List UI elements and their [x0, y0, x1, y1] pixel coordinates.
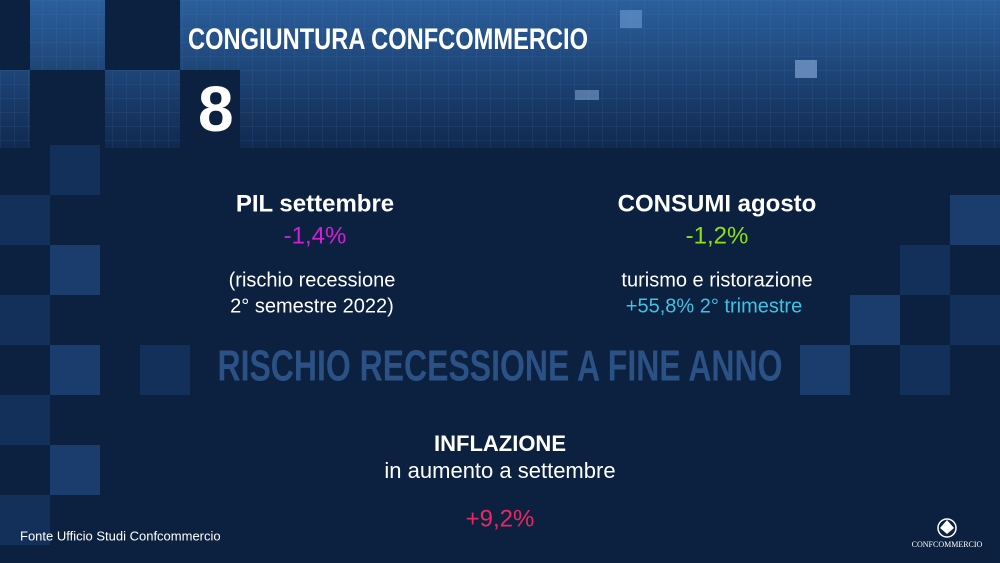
consumi-label: CONSUMI agosto [618, 190, 817, 217]
pil-value: -1,4% [284, 222, 347, 249]
decor-squares [0, 145, 1000, 545]
pil-note: 2° semestre 2022) [230, 295, 394, 317]
header-title: CONGIUNTURA CONFCOMMERCIO [188, 23, 588, 56]
logo: CONFCOMMERCIO [912, 518, 983, 549]
inflazione-label: INFLAZIONE [434, 431, 566, 456]
consumi-note: turismo e ristorazione [621, 269, 812, 291]
headline: RISCHIO RECESSIONE A FINE ANNO [218, 342, 783, 391]
footer-source: Fonte Ufficio Studi Confcommercio [20, 528, 221, 543]
logo-name: CONFCOMMERCIO [912, 540, 983, 549]
pil-note: (rischio recessione [229, 269, 396, 291]
pil-label: PIL settembre [236, 190, 394, 217]
consumi-highlight: +55,8% 2° trimestre [626, 295, 802, 317]
top-banner [0, 0, 1000, 150]
inflazione-note: in aumento a settembre [384, 458, 615, 483]
inflazione-value: +9,2% [466, 505, 535, 532]
consumi-value: -1,2% [686, 222, 749, 249]
header-number: 8 [198, 73, 234, 145]
